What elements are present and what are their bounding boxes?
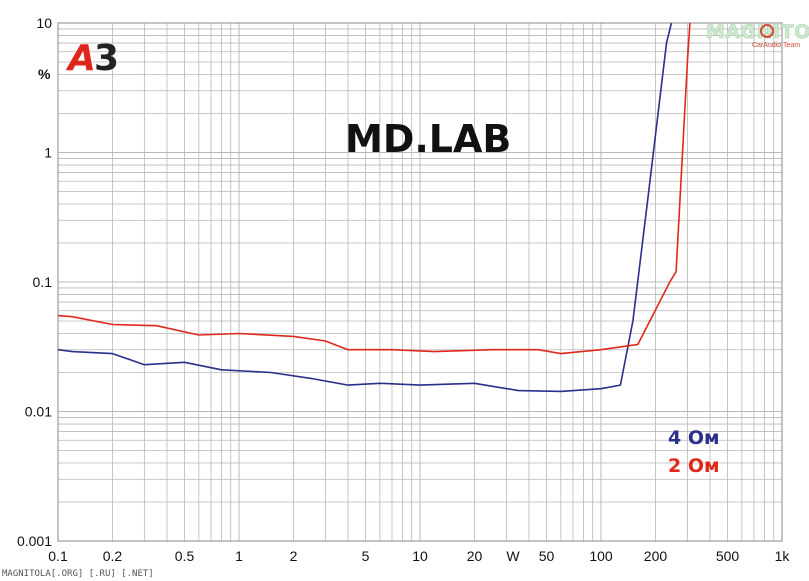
x-tick-label: 0.1 — [48, 548, 68, 564]
y-tick-label: 0.1 — [33, 274, 53, 290]
x-tick-label: 1 — [235, 548, 243, 564]
series-line — [57, 22, 673, 393]
y-tick-label: 1 — [44, 145, 52, 161]
badge-a3: А 3 — [65, 38, 119, 79]
y-tick-label: 0.001 — [17, 533, 52, 549]
y-tick-label: 10 — [36, 15, 52, 31]
y-axis-label: % — [38, 66, 51, 82]
x-tick-label: 100 — [589, 548, 613, 564]
badge-letter: А — [65, 38, 96, 79]
x-tick-label: 0.5 — [175, 548, 195, 564]
y-tick-label: 0.01 — [25, 404, 52, 420]
x-tick-label: 2 — [290, 548, 298, 564]
series-line — [57, 22, 691, 355]
footer-credit: MAGNITOLA[.ORG] [.RU] [.NET] — [2, 569, 154, 579]
x-tick-label: 10 — [412, 548, 428, 564]
plot-frame — [57, 22, 783, 542]
badge-digit: 3 — [94, 38, 119, 79]
x-tick-label: 5 — [362, 548, 370, 564]
watermark-ring-icon — [760, 24, 774, 38]
watermark: MAGNITOLA CarAudio Team — [706, 21, 809, 49]
lab-title: MD.LAB — [345, 117, 511, 161]
watermark-text: MAGNITOLA — [706, 21, 809, 43]
x-tick-label: 50 — [539, 548, 555, 564]
watermark-subtext: CarAudio Team — [752, 42, 800, 49]
legend-entry: 4 Ом — [668, 427, 720, 449]
x-tick-label: 500 — [716, 548, 740, 564]
y-tick-labels: 10 1 0.1 0.01 0.001 — [17, 15, 52, 549]
legend: 4 Ом 2 Ом — [668, 427, 720, 477]
series-lines — [57, 22, 691, 393]
x-tick-label: 20 — [467, 548, 483, 564]
x-axis-label: W — [506, 548, 520, 564]
x-tick-labels: 0.1 0.2 0.5 1 2 5 10 20 50 100 200 500 1k — [48, 548, 790, 564]
x-tick-label: 0.2 — [103, 548, 123, 564]
x-tick-label: 1k — [775, 548, 791, 564]
grid — [57, 23, 782, 542]
x-tick-label: 200 — [644, 548, 668, 564]
legend-entry: 2 Ом — [668, 455, 720, 477]
